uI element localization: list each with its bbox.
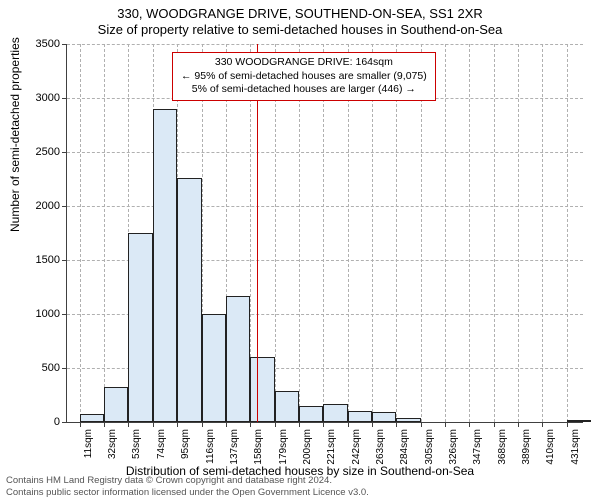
ytick-label: 3000 <box>10 92 60 104</box>
chart-container: 330, WOODGRANGE DRIVE, SOUTHEND-ON-SEA, … <box>0 0 600 500</box>
xtick-mark <box>104 422 105 427</box>
xtick-mark <box>567 422 568 427</box>
xtick-label: 137sqm <box>229 429 240 479</box>
gridline-v <box>542 44 543 422</box>
xtick-label: 221sqm <box>326 429 337 479</box>
gridline-h <box>67 44 583 45</box>
xtick-label: 305sqm <box>424 429 435 479</box>
gridline-v <box>567 44 568 422</box>
ytick-mark <box>62 44 67 45</box>
xtick-mark <box>323 422 324 427</box>
xtick-label: 116sqm <box>205 429 216 479</box>
histogram-bar <box>299 406 323 422</box>
histogram-bar <box>202 314 226 422</box>
xtick-mark <box>518 422 519 427</box>
ytick-label: 500 <box>10 362 60 374</box>
xtick-label: 11sqm <box>83 429 94 479</box>
ytick-mark <box>62 260 67 261</box>
title-sub: Size of property relative to semi-detach… <box>0 22 600 37</box>
xtick-label: 242sqm <box>351 429 362 479</box>
histogram-bar <box>80 414 104 422</box>
histogram-bar <box>226 296 250 422</box>
xtick-label: 179sqm <box>278 429 289 479</box>
xtick-label: 95sqm <box>180 429 191 479</box>
xtick-mark <box>469 422 470 427</box>
ytick-mark <box>62 314 67 315</box>
xtick-mark <box>396 422 397 427</box>
xtick-label: 410sqm <box>545 429 556 479</box>
xtick-label: 263sqm <box>375 429 386 479</box>
histogram-bar <box>275 391 299 422</box>
xtick-label: 368sqm <box>497 429 508 479</box>
xtick-label: 158sqm <box>253 429 264 479</box>
xtick-mark <box>250 422 251 427</box>
annotation-line: 5% of semi-detached houses are larger (4… <box>181 83 427 97</box>
xtick-mark <box>177 422 178 427</box>
histogram-bar <box>372 412 396 422</box>
histogram-bar <box>177 178 201 422</box>
xtick-mark <box>348 422 349 427</box>
histogram-bar <box>153 109 177 422</box>
xtick-label: 74sqm <box>156 429 167 479</box>
xtick-mark <box>128 422 129 427</box>
plot-area: 330 WOODGRANGE DRIVE: 164sqm← 95% of sem… <box>66 44 583 423</box>
gridline-v <box>518 44 519 422</box>
gridline-h <box>67 206 583 207</box>
ytick-mark <box>62 368 67 369</box>
xtick-label: 32sqm <box>107 429 118 479</box>
gridline-v <box>445 44 446 422</box>
xtick-label: 347sqm <box>472 429 483 479</box>
ytick-mark <box>62 206 67 207</box>
histogram-bar <box>250 357 274 422</box>
ytick-label: 1000 <box>10 308 60 320</box>
ytick-mark <box>62 152 67 153</box>
xtick-label: 326sqm <box>448 429 459 479</box>
ytick-label: 2000 <box>10 200 60 212</box>
histogram-bar <box>323 404 347 422</box>
xtick-mark <box>421 422 422 427</box>
xtick-label: 431sqm <box>570 429 581 479</box>
xtick-label: 53sqm <box>131 429 142 479</box>
histogram-bar <box>396 418 420 422</box>
xtick-mark <box>202 422 203 427</box>
histogram-bar <box>128 233 152 422</box>
xtick-mark <box>299 422 300 427</box>
xtick-mark <box>275 422 276 427</box>
xtick-mark <box>372 422 373 427</box>
ytick-label: 2500 <box>10 146 60 158</box>
xtick-label: 284sqm <box>399 429 410 479</box>
footer-line2: Contains public sector information licen… <box>6 487 369 498</box>
gridline-v <box>494 44 495 422</box>
annotation-box: 330 WOODGRANGE DRIVE: 164sqm← 95% of sem… <box>172 52 436 101</box>
gridline-h <box>67 152 583 153</box>
ytick-label: 1500 <box>10 254 60 266</box>
xtick-mark <box>445 422 446 427</box>
xtick-mark <box>542 422 543 427</box>
xtick-mark <box>153 422 154 427</box>
xtick-mark <box>494 422 495 427</box>
xtick-mark <box>80 422 81 427</box>
ytick-label: 0 <box>10 416 60 428</box>
xtick-label: 200sqm <box>302 429 313 479</box>
gridline-v <box>80 44 81 422</box>
ytick-mark <box>62 98 67 99</box>
ytick-label: 3500 <box>10 38 60 50</box>
histogram-bar <box>104 387 128 422</box>
title-main: 330, WOODGRANGE DRIVE, SOUTHEND-ON-SEA, … <box>0 6 600 21</box>
histogram-bar <box>567 420 591 422</box>
annotation-line: 330 WOODGRANGE DRIVE: 164sqm <box>181 56 427 70</box>
gridline-v <box>469 44 470 422</box>
xtick-mark <box>226 422 227 427</box>
annotation-line: ← 95% of semi-detached houses are smalle… <box>181 70 427 84</box>
ytick-mark <box>62 422 67 423</box>
gridline-v <box>104 44 105 422</box>
xtick-label: 389sqm <box>521 429 532 479</box>
histogram-bar <box>348 411 372 422</box>
